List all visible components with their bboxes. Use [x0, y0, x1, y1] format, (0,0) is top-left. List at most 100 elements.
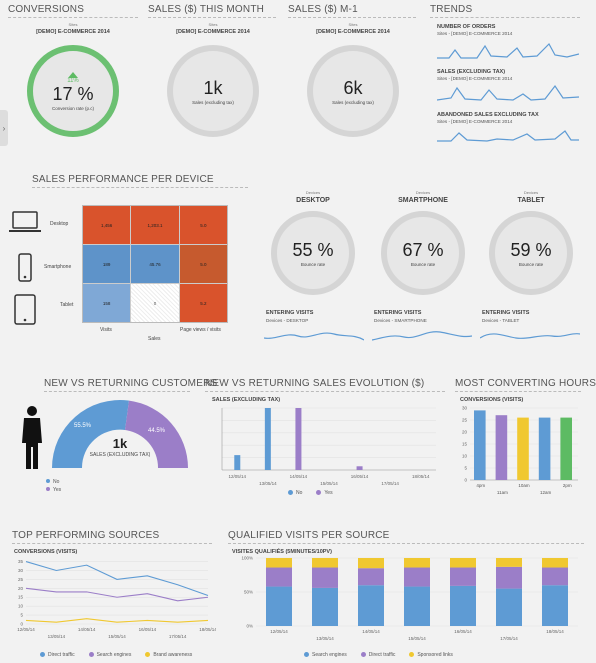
- heatmap-cell: 158: [83, 284, 131, 322]
- heatmap-cell: 5.2: [179, 284, 227, 322]
- x-tick-label: 12/05/14: [17, 627, 35, 632]
- x-tick-label: 17/05/14: [381, 481, 399, 486]
- x-tick-label: 4pm: [476, 483, 485, 488]
- stacked-bar-segment: [312, 587, 338, 626]
- y-tick-label: 100%: [241, 556, 253, 561]
- heatmap-cell: 5.0: [179, 206, 227, 244]
- sources-legend-search: Search engines: [88, 652, 131, 658]
- y-tick-label: 20: [462, 430, 468, 435]
- hour-bar: [517, 417, 529, 480]
- device-heatmap: 1,456 1,203.1 5.0 189 45.76 5.0 158 0 5.2: [82, 205, 228, 323]
- x-tick-label: 2pm: [563, 483, 572, 488]
- tablet-visits-sparkline: [480, 332, 580, 340]
- desktop-visits-sparkline: [264, 332, 364, 341]
- bar: [295, 408, 302, 470]
- sales-m1-label: Sales (excluding tax): [332, 99, 374, 105]
- sources-title: TOP PERFORMING SOURCES: [12, 530, 212, 544]
- heatmap-cell: 45.76: [131, 245, 179, 283]
- stacked-bar-segment: [404, 586, 430, 626]
- trends-title: TRENDS: [430, 4, 580, 18]
- stacked-bar-segment: [404, 567, 430, 587]
- y-tick-label: 30: [18, 568, 24, 573]
- qualified-title: QUALIFIED VISITS PER SOURCE: [228, 530, 584, 544]
- trend-orders-title: NUMBER OF ORDERS: [437, 24, 496, 30]
- qualified-chart: 0% 50% 100% 12/05/14 13/05/14 14/05/14 15/05/1…: [241, 556, 578, 641]
- legend-item-no: No: [46, 478, 61, 486]
- x-tick-label: 14/05/14: [362, 629, 380, 634]
- x-tick-label: 18/05/14: [412, 474, 430, 479]
- gauge-pct-no: 55.5%: [74, 423, 92, 429]
- conversion-label: Conversion rate (p.c): [51, 105, 95, 111]
- row-label-tablet: Tablet: [60, 302, 74, 308]
- bar: [264, 408, 271, 470]
- evo-legend-no: No: [288, 490, 302, 496]
- gauge-segment-yes: [125, 400, 188, 468]
- sales-evo-chart: 12/05/14 13/05/14 14/05/14 15/05/14 16/05/14…: [221, 407, 436, 486]
- sources-legend-brand: Brand awareness: [145, 652, 192, 658]
- qualified-legend-search: Search engines: [304, 652, 347, 658]
- desktop-devices-label: Devices: [305, 190, 321, 195]
- qualified-legend-direct: Direct traffic: [360, 652, 395, 658]
- stacked-bar-segment: [542, 558, 568, 568]
- x-tick-label: 13/05/14: [316, 636, 334, 641]
- smartphone-bounce-label: Bounce rate: [410, 261, 436, 267]
- y-tick-label: 20: [18, 586, 24, 591]
- tablet-visits-sub: Devices - TABLET: [482, 318, 520, 323]
- smartphone-icon: [18, 253, 32, 282]
- x-tick-label: 14/05/14: [290, 474, 308, 479]
- y-tick-label: 30: [462, 406, 468, 411]
- conversions-sites-label: Sites: [68, 22, 78, 27]
- stacked-bar-segment: [450, 558, 476, 568]
- new-returning-legend: No Yes: [46, 478, 61, 494]
- stacked-bar-segment: [496, 588, 522, 626]
- y-tick-label: 0: [464, 478, 467, 483]
- y-tick-label: 5: [20, 613, 23, 618]
- x-tick-label: 18/05/14: [546, 629, 564, 634]
- x-tick-label: 12/05/14: [270, 629, 288, 634]
- x-tick-label: 16/05/14: [454, 629, 472, 634]
- evo-legend-yes: Yes: [316, 490, 333, 496]
- hours-subtitle: CONVERSIONS (VISITS): [460, 397, 524, 403]
- conversions-title: CONVERSIONS: [8, 4, 138, 18]
- stacked-bar-segment: [266, 586, 292, 626]
- new-returning-label: SALES (EXCLUDING TAX): [89, 452, 151, 458]
- row-label-desktop: Desktop: [50, 221, 69, 227]
- x-tick-label: 16/05/14: [139, 627, 157, 632]
- x-tick-label: 16/05/14: [351, 474, 369, 479]
- y-tick-label: 5: [464, 466, 467, 471]
- trend-sales-sparkline: [437, 84, 579, 101]
- x-tick-label: 18/05/14: [199, 627, 216, 632]
- x-tick-label: 13/05/14: [259, 481, 277, 486]
- series-line: [25, 618, 209, 623]
- triangle-up-icon: [68, 71, 78, 78]
- sources-legend: Direct traffic Search engines Brand awar…: [40, 652, 192, 658]
- stacked-bar-segment: [450, 567, 476, 586]
- sources-legend-direct: Direct traffic: [40, 652, 75, 658]
- laptop-icon: [9, 211, 41, 232]
- conversion-gauge: 11% 17 % Conversion rate (p.c): [27, 45, 119, 137]
- sales-month-gauge: 1k Sales (excluding tax): [167, 45, 259, 137]
- smartphone-visits-title: ENTERING VISITS: [374, 310, 422, 316]
- col-label-sales: Sales: [148, 336, 161, 342]
- stacked-bar-segment: [404, 558, 430, 568]
- series-line: [25, 561, 209, 596]
- y-tick-label: 25: [18, 577, 24, 582]
- qualified-subtitle: VISITES QUALIFIÉS (5MINUTES/10PV): [232, 549, 332, 555]
- x-tick-label: 17/05/14: [169, 634, 187, 639]
- new-returning-gauge-chart: [52, 400, 188, 468]
- col-label-pageviews: Page views / visits: [180, 327, 221, 333]
- stacked-bar-segment: [358, 568, 384, 586]
- x-tick-label: 12am: [540, 490, 552, 495]
- qualified-legend-sponsored: Sponsored links: [409, 652, 453, 658]
- sales-m1-gauge: 6k Sales (excluding tax): [307, 45, 399, 137]
- legend-item-yes: Yes: [46, 486, 61, 494]
- y-tick-label: 0: [20, 622, 23, 627]
- x-tick-label: 15/05/14: [320, 481, 338, 486]
- side-panel-toggle[interactable]: ›: [0, 110, 8, 146]
- series-line: [25, 587, 209, 602]
- sales-m1-title: SALES ($) M-1: [288, 4, 416, 18]
- bar: [234, 455, 241, 470]
- stacked-bar-segment: [542, 585, 568, 626]
- desktop-visits-title: ENTERING VISITS: [266, 310, 314, 316]
- stacked-bar-segment: [358, 558, 384, 569]
